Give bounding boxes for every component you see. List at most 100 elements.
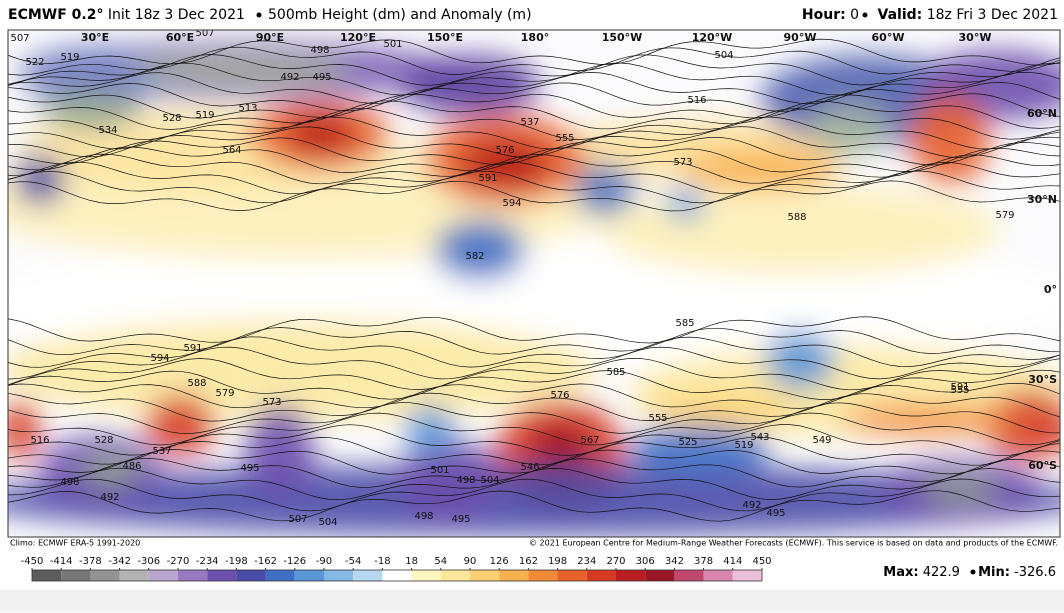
contour-label: 576 xyxy=(495,145,514,156)
longitude-label: 90°W xyxy=(784,31,817,44)
model: ECMWF 0.2° xyxy=(8,7,103,23)
contour-label: 516 xyxy=(30,435,49,446)
contour-label: 513 xyxy=(238,103,257,114)
longitude-label: 150°E xyxy=(427,31,463,44)
contour-label: 495 xyxy=(240,463,259,474)
contour-line xyxy=(8,392,1060,422)
anomaly-blob xyxy=(400,55,540,115)
longitude-label: 90°E xyxy=(256,31,284,44)
anomaly-blob xyxy=(80,455,140,485)
contour-label: 495 xyxy=(312,72,331,83)
contour-line xyxy=(8,170,1060,204)
valid-label: Valid: xyxy=(878,7,923,23)
colorbar-label: 18 xyxy=(405,556,418,567)
colorbar-cell xyxy=(674,570,704,581)
contour-label: 498 xyxy=(456,475,475,486)
colorbar-label: -270 xyxy=(167,556,190,567)
colorbar-cell xyxy=(586,570,616,581)
contour-label: 504 xyxy=(318,517,337,528)
anomaly-blob xyxy=(15,155,65,205)
contour-line xyxy=(8,369,1060,400)
contour-label: 525 xyxy=(678,437,697,448)
colorbar-cell xyxy=(119,570,149,581)
colorbar-label: -18 xyxy=(374,556,390,567)
contour-label: 591 xyxy=(183,343,202,354)
colorbar-cell xyxy=(440,570,470,581)
anomaly-blob xyxy=(245,405,315,495)
contour-label: 594 xyxy=(502,198,521,209)
anomaly-blob xyxy=(680,150,840,190)
contour-line xyxy=(8,100,1060,130)
contour-line xyxy=(8,336,1060,368)
colorbar-frame xyxy=(31,569,763,582)
latitude-label: 60°S xyxy=(1028,459,1057,472)
contour-label: 576 xyxy=(550,390,569,401)
anomaly-blob xyxy=(530,425,590,475)
separator xyxy=(970,569,976,575)
contour-line xyxy=(8,346,1060,380)
anomaly-blob xyxy=(910,95,990,185)
contour-line xyxy=(8,54,1060,86)
contour-line xyxy=(8,82,1060,112)
colorbar-cell xyxy=(528,570,558,581)
header-left: ECMWF 0.2° Init 18z 3 Dec 2021 xyxy=(8,7,245,23)
contour-label: 546 xyxy=(520,462,539,473)
contour-label: 501 xyxy=(383,39,402,50)
contour-label: 591 xyxy=(478,173,497,184)
contour-label: 594 xyxy=(150,353,169,364)
contour-label: 498 xyxy=(60,477,79,488)
contour-line xyxy=(8,412,1060,446)
contour-line xyxy=(8,402,1060,434)
anomaly-blob xyxy=(130,54,350,86)
latitude-label: 30°S xyxy=(1028,373,1057,386)
contour-line xyxy=(8,116,1060,150)
anomaly-blob xyxy=(460,140,550,190)
anomaly-blob xyxy=(575,165,635,215)
colorbar-cell xyxy=(703,570,733,581)
colorbar-cell xyxy=(470,570,500,581)
longitude-label: 180° xyxy=(521,31,549,44)
colorbar-cell xyxy=(236,570,266,581)
contour-label: 579 xyxy=(215,388,234,399)
contour-label: 501 xyxy=(430,465,449,476)
init: Init 18z 3 Dec 2021 xyxy=(108,7,245,23)
contour-label: 543 xyxy=(750,432,769,443)
contour-label: 585 xyxy=(675,318,694,329)
contour-label: 555 xyxy=(555,133,574,144)
longitude-labels: 30°E 60°E 90°E 120°E 150°E 180° 150°W 120°W 90°W… xyxy=(81,31,992,44)
contour-label: 504 xyxy=(714,50,733,61)
colorbar-cell xyxy=(557,570,587,581)
colorbar-cell xyxy=(148,570,178,581)
colorbar-label: 342 xyxy=(665,556,684,567)
product: 500mb Height (dm) and Anomaly (m) xyxy=(268,7,532,23)
contour-label: 573 xyxy=(673,157,692,168)
contour-label: 495 xyxy=(766,508,785,519)
contour-labels: 507 519 522 507 498 492 495 501 513 528 519 534 564 5… xyxy=(10,30,1014,528)
min-value: -326.6 xyxy=(1014,565,1056,580)
contour-label: 519 xyxy=(60,52,79,63)
colorbar-label: 270 xyxy=(606,556,625,567)
colorbar-label: -342 xyxy=(108,556,131,567)
anomaly-blob xyxy=(630,425,770,475)
longitude-label: 60°W xyxy=(872,31,905,44)
contour-label: 567 xyxy=(580,435,599,446)
contour-line xyxy=(8,382,1060,409)
anomaly-blob xyxy=(8,400,40,460)
colorbar-label: -198 xyxy=(225,556,248,567)
anomaly-blob xyxy=(8,320,600,420)
anomaly-blob xyxy=(920,478,1000,502)
contour-label: 492 xyxy=(742,500,761,511)
hour-value: 0 xyxy=(850,7,859,23)
contour-label: 492 xyxy=(280,72,299,83)
latitude-label: 60°N xyxy=(1027,107,1057,120)
contour-label: 507 xyxy=(288,514,307,525)
contour-line xyxy=(8,71,1060,105)
contour-label: 588 xyxy=(187,378,206,389)
max-min: Max: 422.9 Min: -326.6 xyxy=(883,565,1056,580)
contour-label: 573 xyxy=(262,397,281,408)
contour-label: 516 xyxy=(687,95,706,106)
latitude-label: 0° xyxy=(1044,283,1057,296)
colorbar-cell xyxy=(265,570,295,581)
hour-label: Hour: xyxy=(802,7,846,23)
